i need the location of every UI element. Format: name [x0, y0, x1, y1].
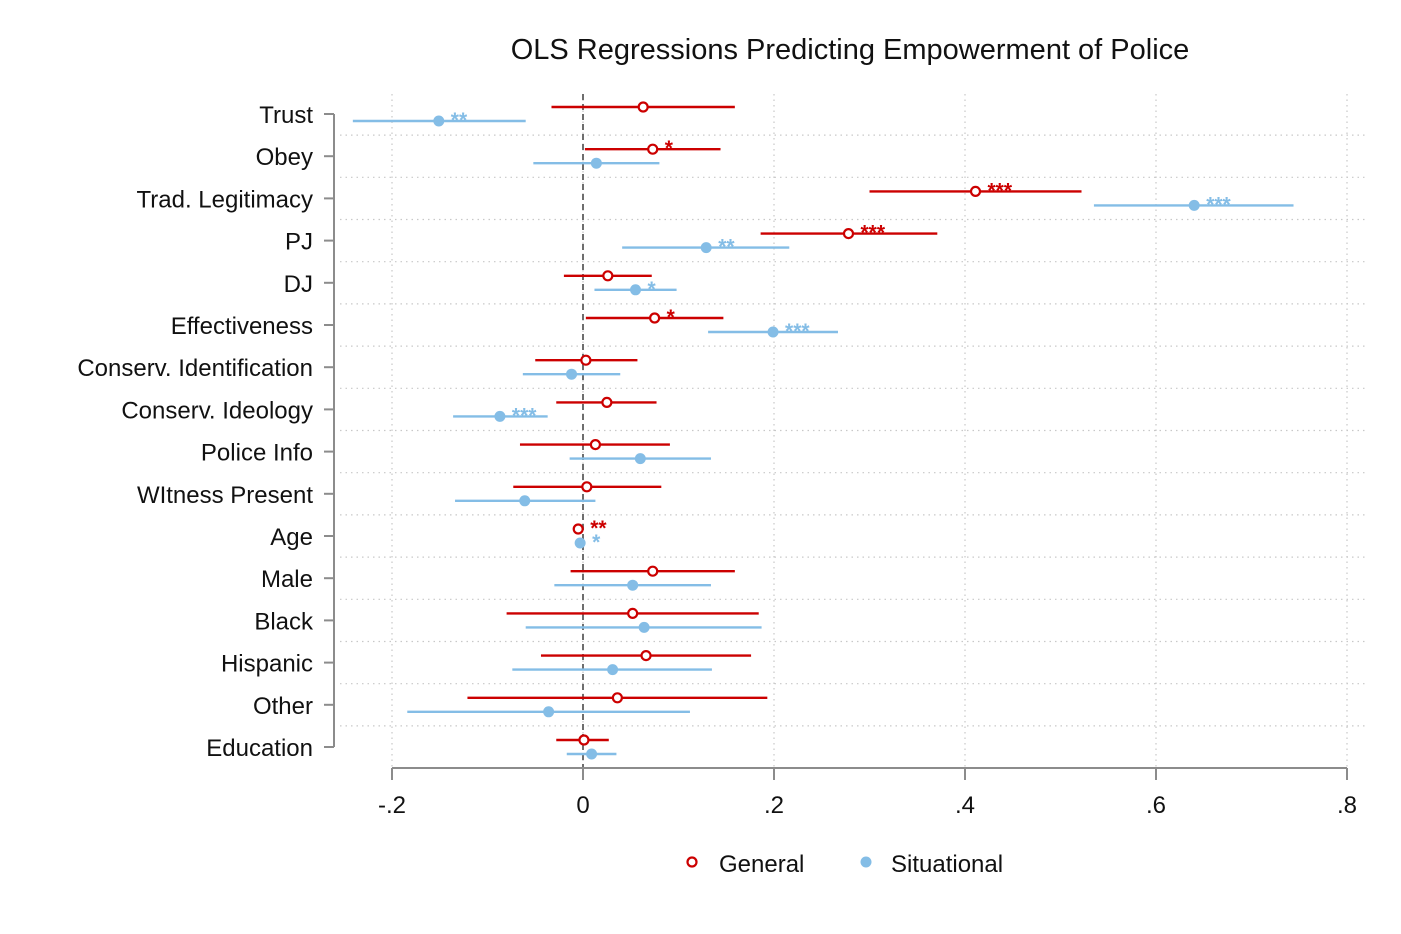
point-general [602, 270, 614, 282]
point-situational [519, 495, 531, 507]
series-general: ********** [467, 101, 1082, 746]
point-general [647, 565, 659, 577]
point-situational [574, 537, 586, 549]
point-situational [627, 579, 639, 591]
point-situational [638, 621, 650, 633]
y-tick-label-pj: PJ [285, 229, 313, 256]
y-tick-label-dj: DJ [284, 271, 313, 298]
x-tick-label: .2 [764, 792, 784, 819]
legend-label-general: General [719, 851, 804, 878]
point-situational [1188, 199, 1200, 211]
significance-label-situational: * [592, 531, 601, 554]
y-tick-label-other: Other [253, 693, 313, 720]
point-general [581, 481, 593, 493]
series-marks: ************************* [352, 101, 1294, 760]
legend-marker-general [686, 856, 698, 868]
point-general [580, 354, 592, 366]
legend: General Situational [686, 851, 1003, 878]
gridlines [340, 94, 1366, 768]
significance-label-general: * [665, 137, 674, 160]
point-general [842, 228, 855, 240]
point-situational [607, 664, 619, 676]
point-general [969, 185, 982, 197]
significance-label-situational: * [648, 278, 657, 301]
point-general [640, 649, 652, 662]
y-tick-label-trad-legitimacy: Trad. Legitimacy [136, 186, 313, 213]
point-general [627, 607, 639, 620]
significance-label-situational: ** [451, 109, 468, 132]
point-general [578, 734, 590, 746]
legend-marker-situational [860, 856, 872, 868]
point-general [649, 312, 661, 324]
x-tick-label: .8 [1337, 792, 1357, 819]
y-tick-label-trust: Trust [259, 102, 313, 129]
y-tick-label-conserv-identification: Conserv. Identification [77, 355, 313, 382]
y-tick-label-hispanic: Hispanic [221, 651, 313, 678]
y-tick-label-age: Age [270, 524, 313, 551]
point-situational [494, 410, 506, 422]
axes: Trust Obey Trad. Legitimacy PJ DJ Effectivene… [77, 102, 1357, 819]
point-situational [566, 368, 578, 380]
series-situational: *************** [352, 109, 1294, 760]
significance-label-general: ** [590, 517, 607, 540]
point-general [589, 439, 602, 451]
point-situational [630, 284, 642, 296]
y-tick-label-witness-present: WItness Present [137, 482, 313, 509]
x-tick-label: 0 [576, 792, 589, 819]
chart-title: OLS Regressions Predicting Empowerment o… [511, 34, 1190, 66]
point-situational [767, 326, 779, 338]
point-situational [433, 115, 445, 127]
significance-label-general: *** [988, 179, 1013, 202]
significance-label-situational: ** [718, 236, 735, 259]
x-tick-label: .6 [1146, 792, 1166, 819]
y-tick-label-effectiveness: Effectiveness [171, 313, 313, 340]
y-tick-label-obey: Obey [256, 144, 313, 171]
point-situational [586, 748, 598, 760]
y-tick-label-education: Education [206, 735, 313, 762]
legend-label-situational: Situational [891, 851, 1003, 878]
significance-label-situational: *** [512, 404, 537, 427]
point-general [637, 101, 649, 113]
point-general [647, 143, 659, 155]
point-general [611, 692, 623, 704]
point-situational [590, 157, 602, 169]
y-tick-label-police-info: Police Info [201, 440, 313, 467]
y-tick-label-black: Black [254, 608, 314, 635]
significance-label-situational: *** [785, 320, 810, 343]
significance-label-general: * [667, 306, 676, 329]
point-situational [543, 706, 555, 718]
significance-label-situational: *** [1206, 193, 1231, 216]
point-situational [700, 242, 712, 254]
y-tick-label-male: Male [261, 566, 313, 593]
point-general [601, 396, 613, 408]
point-situational [634, 453, 646, 465]
significance-label-general: *** [860, 222, 885, 245]
x-tick-label: .4 [955, 792, 975, 819]
y-tick-label-conserv-ideology: Conserv. Ideology [121, 397, 313, 424]
point-general [572, 523, 584, 535]
x-tick-label: -.2 [378, 792, 406, 819]
